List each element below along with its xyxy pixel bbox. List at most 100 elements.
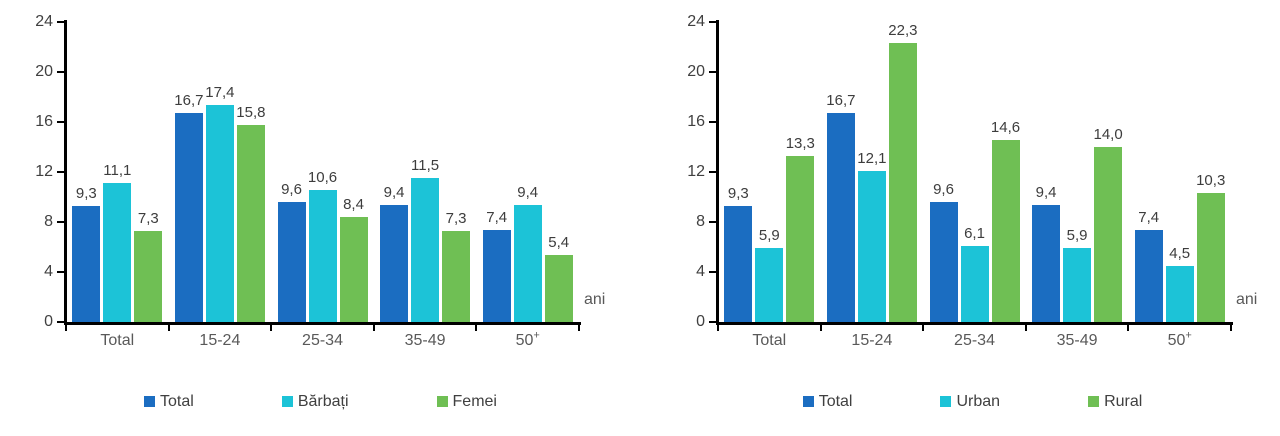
bar-rural-35-49 (1094, 147, 1123, 322)
y-tick-label: 16 (35, 113, 53, 130)
legend-marker-urban (940, 396, 952, 407)
bar-value-label: 9,3 (727, 184, 749, 202)
bar-rural-total (786, 155, 815, 322)
x-category-label: 50+ (515, 329, 540, 349)
bar-value-label: 7,4 (1138, 208, 1160, 226)
bar-value-label: 11,1 (103, 162, 132, 180)
y-axis-line (716, 20, 719, 324)
bar-value-label: 16,7 (826, 92, 856, 110)
x-axis-tick (1127, 324, 1130, 331)
bar-chart-by-sex: 0 4 8 12 16 20 24 9,3 11,1 7,3 Total 16,7 17,4 15,8 15… (35, 13, 605, 411)
axis-unit-label: ani (1236, 291, 1258, 308)
legend-item-rural: Rural (1088, 392, 1142, 411)
bar-value-label: 10,3 (1196, 172, 1226, 190)
bar-total-15-24 (826, 113, 855, 322)
bar-total-total (724, 205, 753, 322)
legend-label: Femei (452, 393, 497, 410)
bar-total-50- (1134, 229, 1163, 322)
bar-value-label: 11,5 (411, 157, 440, 175)
bar-value-label: 22,3 (888, 22, 918, 40)
bar-total-35-49 (1032, 204, 1061, 322)
bar-value-label: 9,4 (517, 183, 539, 201)
x-category-label: 35-49 (404, 332, 446, 349)
legend-item-urban: Urban (940, 392, 1000, 411)
y-tick-label: 0 (44, 313, 53, 330)
y-tick-label: 0 (696, 313, 705, 330)
y-axis-tick (709, 321, 716, 323)
legend-item-total: Total (802, 392, 852, 411)
legend: Total Bărbați Femei (64, 392, 577, 411)
y-tick-label: 24 (35, 13, 53, 30)
x-axis-tick (922, 324, 925, 331)
bar-total-25-34 (277, 202, 306, 322)
bar-chart-by-area: 0 4 8 12 16 20 24 9,3 5,9 13,3 Total 16,7 12,1 22,3 15… (640, 0, 1280, 436)
bar-value-label: 10,6 (307, 168, 338, 186)
x-category-label: 35-49 (1056, 332, 1098, 349)
y-axis-line (64, 20, 67, 324)
bar-rural-50- (1196, 193, 1225, 322)
y-axis-tick (57, 321, 64, 323)
y-tick-label: 24 (687, 13, 705, 30)
bar-femei-50- (544, 254, 573, 322)
bar-femei-35-49 (442, 230, 471, 322)
bar-value-label: 7,4 (486, 208, 508, 226)
bar-total-35-49 (380, 204, 409, 322)
y-axis-tick (709, 271, 716, 273)
legend: Total Urban Rural (716, 392, 1229, 411)
bar-rural-25-34 (991, 139, 1020, 322)
bar-value-label: 9,6 (933, 181, 954, 198)
x-axis-tick (65, 324, 67, 331)
bar-urban-50- (1165, 265, 1194, 322)
bar-value-label: 9,6 (281, 181, 302, 198)
y-axis-tick (57, 71, 64, 73)
y-axis-tick (709, 21, 716, 23)
bar-value-label: 7,3 (137, 209, 159, 227)
legend-label: Total (160, 393, 194, 410)
legend-item-total: Total (144, 392, 194, 411)
y-axis-tick (709, 171, 716, 173)
x-axis-tick (1024, 324, 1027, 331)
bar-total-total (72, 205, 101, 322)
legend-item-femei: Femei (436, 392, 497, 411)
bar-value-label: 9,4 (383, 183, 405, 201)
y-tick-label: 12 (35, 163, 53, 180)
y-tick-label: 8 (44, 213, 53, 230)
bar-b-rba-i-15-24 (205, 104, 234, 322)
bar-value-label: 16,7 (174, 92, 204, 110)
legend-marker-total (144, 396, 156, 407)
bar-value-label: 14,0 (1093, 126, 1123, 143)
x-category-label: 25-34 (954, 332, 995, 349)
x-category-label: Total (752, 332, 787, 349)
bar-value-label: 6,1 (964, 224, 985, 242)
y-axis-tick (709, 71, 716, 73)
x-category-label: 15-24 (199, 332, 241, 349)
bar-femei-15-24 (236, 124, 265, 322)
y-tick-label: 16 (687, 113, 705, 130)
y-tick-label: 20 (35, 63, 53, 80)
bar-value-label: 8,4 (343, 196, 364, 213)
legend-marker-rural (1088, 396, 1100, 407)
bar-value-label: 14,6 (990, 118, 1021, 136)
x-axis-line (716, 322, 1233, 325)
bar-urban-35-49 (1063, 248, 1092, 322)
superscript-plus: + (1185, 329, 1192, 342)
bar-total-50- (482, 229, 511, 322)
legend-marker-femei (436, 396, 448, 407)
x-axis-tick (819, 324, 822, 331)
x-category-label: Total (100, 332, 135, 349)
y-tick-label: 12 (687, 163, 705, 180)
y-axis-tick (709, 221, 716, 223)
bar-value-label: 4,5 (1169, 244, 1191, 262)
y-tick-label: 4 (696, 263, 705, 280)
x-axis-tick (270, 324, 273, 331)
bar-urban-25-34 (960, 245, 989, 322)
y-tick-label: 20 (687, 63, 705, 80)
bar-value-label: 12,1 (857, 149, 887, 167)
bar-rural-15-24 (888, 43, 917, 322)
bar-value-label: 13,3 (785, 134, 815, 152)
bar-femei-total (134, 230, 163, 322)
bar-femei-25-34 (339, 217, 368, 322)
bar-value-label: 5,9 (1066, 227, 1088, 245)
legend-label: Rural (1104, 393, 1143, 410)
legend-marker-b-rba-i (281, 396, 293, 407)
